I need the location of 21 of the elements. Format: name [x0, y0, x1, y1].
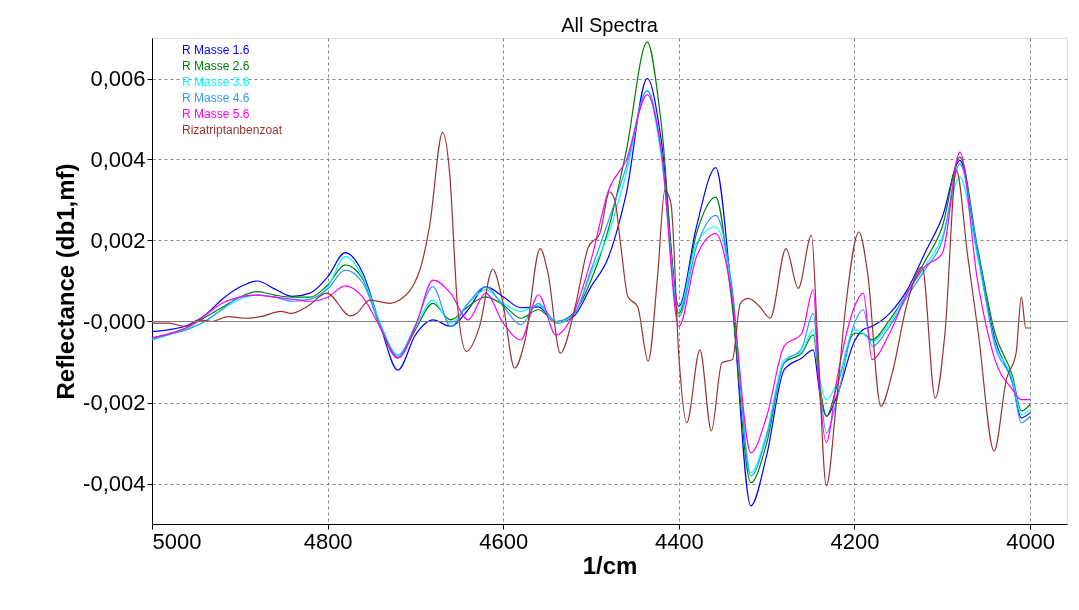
- text: R Masse 5.6: [182, 107, 250, 121]
- x-tick-label: 4200: [830, 528, 880, 554]
- y-tick-label: 0,006: [90, 66, 146, 91]
- y-axis-title: Reflectance (db1,mf): [52, 163, 80, 400]
- x-tick-label: 5000: [152, 528, 202, 554]
- x-tick-label: 4000: [1006, 528, 1056, 554]
- x-tick-label: 4400: [654, 528, 704, 554]
- x-tick-label: 4600: [479, 528, 529, 554]
- text: R Masse 3.6: [182, 75, 250, 89]
- text: R Masse 1.6: [182, 43, 250, 57]
- y-tick-label: -0,002: [83, 390, 146, 415]
- y-tick-label: -0,000: [83, 309, 146, 334]
- x-tick-label: 4800: [303, 528, 353, 554]
- text: Rizatriptanbenzoat: [182, 123, 283, 137]
- x-axis-title: 1/cm: [582, 551, 638, 579]
- y-tick-label: 0,002: [90, 228, 146, 253]
- text: R Masse 4.6: [182, 91, 250, 105]
- y-tick-label: 0,004: [90, 147, 146, 172]
- y-tick-label: -0,004: [83, 471, 146, 496]
- text: R Masse 2.6: [182, 59, 250, 73]
- chart-title: All Spectra: [561, 14, 659, 36]
